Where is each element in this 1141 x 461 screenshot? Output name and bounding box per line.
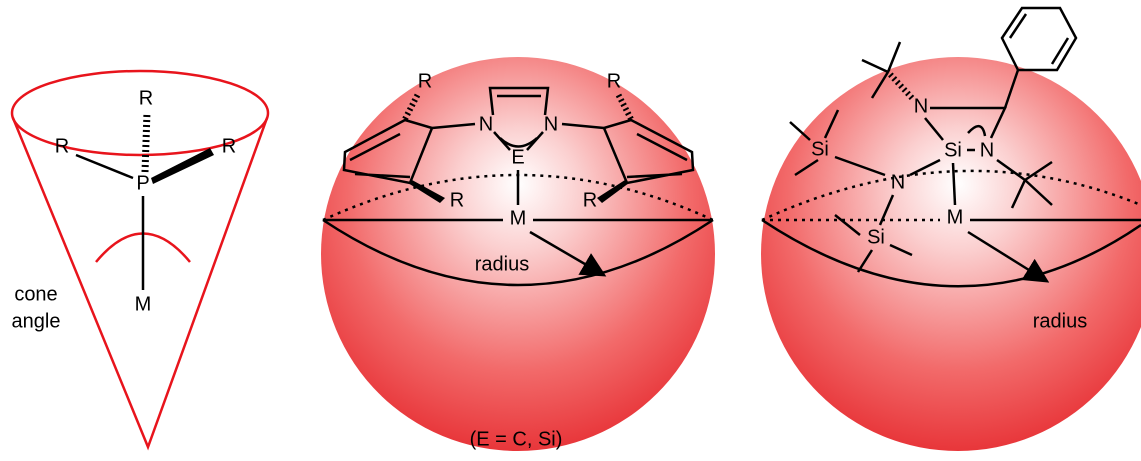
metal: M bbox=[947, 206, 964, 228]
atom: N bbox=[479, 113, 493, 135]
atom: E bbox=[511, 146, 524, 168]
atom: Si bbox=[944, 139, 962, 161]
sphere bbox=[761, 57, 1141, 451]
atom: N bbox=[980, 139, 994, 161]
substituent: R bbox=[583, 189, 597, 211]
substituent: R bbox=[450, 189, 464, 211]
substituent: R bbox=[418, 70, 432, 92]
double-bond bbox=[1010, 14, 1026, 38]
atom: Si bbox=[811, 138, 829, 160]
cone-label: angle bbox=[12, 310, 61, 332]
substituent: R bbox=[139, 87, 153, 109]
sphere-2: N Si N Si N Si M radius bbox=[761, 8, 1141, 451]
metal: M bbox=[135, 293, 152, 315]
substituent: R bbox=[55, 135, 69, 157]
phenyl bbox=[1002, 8, 1076, 70]
hashed-bond bbox=[145, 112, 147, 172]
atom: Si bbox=[867, 226, 885, 248]
note: (E = C, Si) bbox=[470, 428, 563, 450]
metal: M bbox=[510, 207, 527, 229]
atom: N bbox=[544, 113, 558, 135]
cone-diagram: R R R P M cone angle bbox=[12, 71, 268, 447]
atom: P bbox=[136, 172, 149, 194]
double-bond bbox=[1052, 38, 1068, 64]
atom: N bbox=[914, 95, 928, 117]
cone-label: cone bbox=[14, 283, 57, 305]
sphere-1: R R R R N E N M radius (E = C, Si) bbox=[321, 57, 715, 451]
figure: R R R P M cone angle R bbox=[0, 0, 1141, 461]
bond bbox=[76, 155, 133, 178]
substituent: R bbox=[222, 135, 236, 157]
radius-label: radius bbox=[1033, 310, 1087, 332]
substituent: R bbox=[607, 70, 621, 92]
radius-label: radius bbox=[475, 253, 529, 275]
atom: N bbox=[891, 171, 905, 193]
